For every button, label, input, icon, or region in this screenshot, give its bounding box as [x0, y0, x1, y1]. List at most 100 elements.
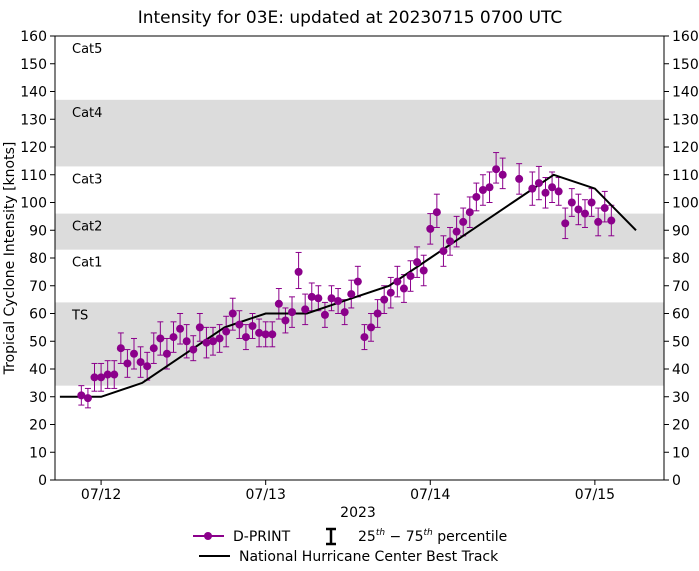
legend-percentile-label: 25th − 75th percentile — [358, 528, 507, 545]
dprint-point — [380, 295, 389, 304]
band-ts — [55, 302, 664, 386]
y-tick-label-left: 0 — [38, 473, 47, 489]
y-tick-label-right: 120 — [672, 140, 699, 156]
dprint-point — [432, 208, 441, 217]
dprint-point — [419, 266, 428, 275]
legend: D-PRINT 25th − 75th percentile National … — [193, 527, 507, 565]
dprint-point — [347, 290, 356, 299]
y-tick-label-right: 60 — [672, 307, 690, 323]
dprint-point — [169, 333, 178, 342]
dprint-point — [498, 170, 507, 179]
dprint-point — [413, 258, 422, 267]
y-tick-label-right: 110 — [672, 168, 699, 184]
dprint-point — [241, 333, 250, 342]
y-tick-label-left: 130 — [20, 112, 47, 128]
dprint-point — [478, 186, 487, 195]
dprint-point — [360, 333, 369, 342]
dprint-point — [548, 183, 557, 192]
dprint-point — [90, 373, 99, 382]
band-label-cat3: Cat3 — [72, 172, 102, 187]
category-bands: TS Cat1 Cat2 Cat3 Cat4 Cat5 — [55, 42, 664, 386]
y-tick-label-left: 20 — [29, 418, 47, 434]
y-tick-label-right: 130 — [672, 112, 699, 128]
y-axis-right: 0 10 20 30 40 50 60 70 80 90 100 110 120 130 140 150 160 — [664, 29, 699, 489]
dprint-point — [301, 305, 310, 314]
y-tick-label-right: 150 — [672, 57, 699, 73]
legend-best-track-label: National Hurricane Center Best Track — [239, 549, 499, 565]
dprint-point — [123, 359, 132, 368]
dprint-point — [222, 327, 231, 336]
dprint-point — [314, 294, 323, 303]
dprint-point — [367, 323, 376, 332]
y-tick-label-left: 10 — [29, 445, 47, 461]
dprint-point — [567, 198, 576, 207]
dprint-point — [327, 294, 336, 303]
y-tick-label-left: 140 — [20, 85, 47, 101]
dprint-point — [130, 349, 139, 358]
dprint-point — [261, 330, 270, 339]
dprint-point — [307, 292, 316, 301]
y-tick-label-right: 140 — [672, 85, 699, 101]
dprint-point — [386, 288, 395, 297]
y-tick-label-left: 160 — [20, 29, 47, 45]
dprint-point — [288, 308, 297, 317]
legend-percentile-icon — [326, 527, 336, 546]
y-tick-label-left: 70 — [29, 279, 47, 295]
y-tick-label-right: 0 — [672, 473, 681, 489]
dprint-point — [116, 344, 125, 353]
y-tick-label-left: 60 — [29, 307, 47, 323]
y-tick-label-left: 150 — [20, 57, 47, 73]
dprint-point — [248, 321, 257, 330]
dprint-point — [136, 358, 145, 367]
dprint-point — [189, 345, 198, 354]
dprint-point — [492, 165, 501, 174]
y-tick-label-right: 160 — [672, 29, 699, 45]
dprint-point — [446, 237, 455, 246]
y-tick-label-left: 40 — [29, 362, 47, 378]
dprint-point — [110, 370, 119, 379]
dprint-point — [580, 209, 589, 218]
dprint-point — [607, 216, 616, 225]
y-axis-label: Tropical Cyclone Intensity [knots] — [2, 142, 18, 376]
dprint-point — [334, 297, 343, 306]
x-tick-label: 07/12 — [81, 487, 121, 503]
y-tick-label-left: 80 — [29, 251, 47, 267]
y-tick-label-left: 30 — [29, 390, 47, 406]
legend-dprint-marker — [204, 532, 212, 540]
dprint-point — [465, 208, 474, 217]
dprint-point — [452, 227, 461, 236]
dprint-point — [594, 217, 603, 226]
dprint-point — [162, 349, 171, 358]
band-label-cat5: Cat5 — [72, 42, 102, 57]
dprint-point — [439, 247, 448, 256]
dprint-point — [176, 324, 185, 333]
dprint-point — [268, 330, 277, 339]
dprint-point — [353, 277, 362, 286]
dprint-point — [541, 188, 550, 197]
x-axis-label: 2023 — [340, 505, 376, 521]
dprint-point — [472, 192, 481, 201]
dprint-point — [97, 373, 106, 382]
y-tick-label-right: 70 — [672, 279, 690, 295]
x-tick-label: 07/14 — [410, 487, 450, 503]
band-cat4 — [55, 99, 664, 167]
band-label-cat4: Cat4 — [72, 106, 102, 121]
dprint-point — [554, 187, 563, 196]
band-cat2 — [55, 213, 664, 250]
dprint-point — [77, 391, 86, 400]
y-tick-label-left: 100 — [20, 196, 47, 212]
dprint-point — [574, 205, 583, 214]
y-tick-label-right: 40 — [672, 362, 690, 378]
y-tick-label-right: 20 — [672, 418, 690, 434]
dprint-point — [83, 394, 92, 403]
dprint-point — [143, 362, 152, 371]
y-tick-label-right: 10 — [672, 445, 690, 461]
y-axis-left: 0 10 20 30 40 50 60 70 80 90 100 110 120 130 140 150 160 — [20, 29, 55, 489]
x-axis: 07/12 07/13 07/14 07/15 — [81, 480, 615, 503]
dprint-point — [485, 183, 494, 192]
dprint-point — [255, 328, 264, 337]
y-tick-label-left: 110 — [20, 168, 47, 184]
dprint-point — [149, 344, 158, 353]
dprint-point — [209, 337, 218, 346]
dprint-point — [202, 338, 211, 347]
